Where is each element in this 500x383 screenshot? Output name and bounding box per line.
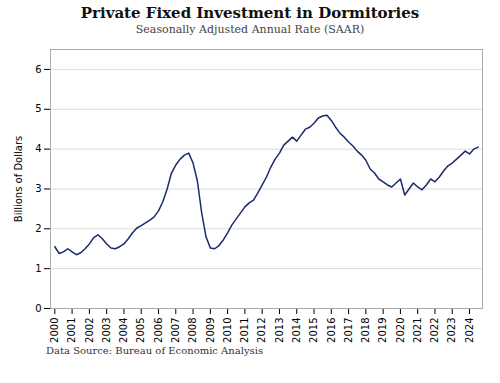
svg-text:2010: 2010 — [222, 318, 233, 343]
svg-text:2: 2 — [35, 223, 41, 234]
svg-text:2007: 2007 — [170, 318, 181, 343]
svg-text:5: 5 — [35, 103, 41, 114]
svg-text:2008: 2008 — [187, 318, 198, 343]
svg-text:2018: 2018 — [360, 318, 371, 343]
svg-text:4: 4 — [35, 143, 41, 154]
svg-text:0: 0 — [35, 303, 41, 314]
svg-text:2021: 2021 — [412, 318, 423, 343]
svg-text:2009: 2009 — [205, 318, 216, 343]
html-text:Seasonally Adjusted Annual Rat: Seasonally Adjusted Annual Rate (SAAR) — [135, 23, 365, 36]
svg-text:2006: 2006 — [153, 318, 164, 343]
svg-text:Billions of Dollars: Billions of Dollars — [13, 136, 24, 222]
svg-text:2017: 2017 — [343, 318, 354, 343]
svg-text:2023: 2023 — [446, 318, 457, 343]
svg-text:2022: 2022 — [429, 318, 440, 343]
svg-text:2004: 2004 — [118, 318, 129, 343]
svg-text:2019: 2019 — [377, 318, 388, 343]
svg-text:2014: 2014 — [291, 318, 302, 343]
html-text:Data Source: Bureau of Economi: Data Source: Bureau of Economic Analysis — [46, 345, 263, 356]
svg-text:2000: 2000 — [49, 318, 60, 343]
svg-text:2011: 2011 — [239, 318, 250, 343]
svg-text:2020: 2020 — [395, 318, 406, 343]
svg-text:1: 1 — [35, 263, 41, 274]
svg-text:2005: 2005 — [135, 318, 146, 343]
svg-text:2013: 2013 — [274, 318, 285, 343]
svg-text:2002: 2002 — [84, 318, 95, 343]
svg-text:2016: 2016 — [326, 318, 337, 343]
svg-text:2003: 2003 — [101, 318, 112, 343]
svg-text:6: 6 — [35, 64, 41, 75]
svg-text:2012: 2012 — [256, 318, 267, 343]
svg-text:2015: 2015 — [308, 318, 319, 343]
svg-text:2024: 2024 — [464, 318, 475, 343]
svg-text:2001: 2001 — [66, 318, 77, 343]
html-text:Private Fixed Investment in Do: Private Fixed Investment in Dormitories — [80, 4, 420, 22]
svg-text:3: 3 — [35, 183, 41, 194]
